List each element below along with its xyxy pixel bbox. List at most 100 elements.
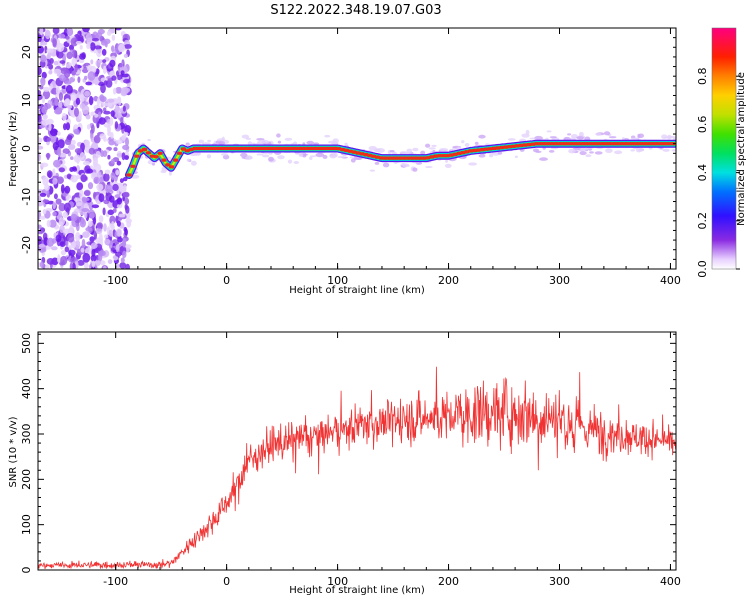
- peak-cell: [596, 142, 602, 146]
- spectral-halo: [186, 158, 191, 162]
- noise-speckle: [55, 198, 62, 205]
- peak-cell: [200, 146, 206, 151]
- x-tick-label: -100: [103, 274, 128, 287]
- spectral-halo: [315, 152, 325, 158]
- noise-speckle: [107, 209, 115, 216]
- spectral-halo: [425, 166, 433, 168]
- spectral-halo: [306, 140, 315, 145]
- noise-speckle: [102, 59, 107, 63]
- peak-cell: [600, 142, 606, 146]
- noise-speckle: [116, 229, 122, 237]
- spectral-halo: [268, 156, 274, 162]
- noise-speckle: [91, 204, 100, 209]
- noise-speckle: [116, 220, 121, 227]
- noise-speckle: [38, 34, 42, 43]
- x-tick-label: 200: [438, 575, 459, 588]
- noise-speckle: [97, 81, 105, 86]
- spectral-halo: [261, 139, 270, 144]
- peak-cell: [592, 142, 598, 146]
- noise-speckle: [108, 229, 114, 237]
- noise-speckle: [38, 109, 41, 116]
- spectral-halo: [579, 151, 587, 156]
- noise-speckle: [38, 195, 41, 202]
- noise-speckle: [71, 241, 76, 249]
- spectral-halo: [614, 150, 623, 155]
- spectral-halo: [534, 135, 543, 141]
- noise-speckle: [78, 94, 83, 100]
- noise-speckle: [116, 160, 122, 166]
- noise-speckle: [76, 182, 84, 191]
- peak-cell: [130, 164, 136, 168]
- noise-speckle: [70, 213, 78, 222]
- noise-speckle: [97, 111, 102, 117]
- y-tick-label: 500: [20, 333, 33, 354]
- noise-speckle: [96, 97, 100, 107]
- noise-speckle: [125, 263, 130, 269]
- noise-speckle: [40, 54, 47, 63]
- spectral-halo: [444, 163, 452, 168]
- noise-speckle: [96, 199, 101, 205]
- noise-speckle: [90, 254, 97, 262]
- noise-speckle: [102, 102, 109, 107]
- noise-speckle: [70, 139, 76, 145]
- x-tick-label: 400: [660, 274, 681, 287]
- spectral-halo: [240, 152, 248, 158]
- noise-speckle: [46, 48, 54, 53]
- peak-cell: [223, 146, 229, 151]
- noise-speckle: [46, 237, 55, 247]
- noise-speckle: [103, 223, 107, 232]
- peak-cell: [538, 142, 544, 146]
- y-tick-label: 200: [20, 469, 33, 490]
- noise-speckle: [77, 259, 85, 266]
- noise-speckle: [57, 139, 65, 149]
- spectral-halo: [445, 159, 449, 163]
- noise-speckle: [78, 34, 84, 41]
- peak-cell: [642, 142, 649, 146]
- peak-cell: [289, 146, 295, 151]
- noise-speckle: [102, 65, 107, 74]
- noise-speckle: [115, 244, 120, 253]
- noise-speckle: [64, 80, 72, 85]
- noise-speckle: [123, 53, 128, 59]
- spectral-halo: [425, 143, 431, 148]
- colorbar-tick-label: 0.4: [696, 164, 709, 182]
- spectral-halo: [667, 135, 676, 139]
- noise-speckle: [116, 197, 123, 205]
- noise-speckle: [64, 246, 70, 253]
- spectral-halo: [373, 148, 381, 152]
- peak-cell: [285, 146, 291, 151]
- spectral-halo: [478, 134, 486, 139]
- noise-speckle: [106, 98, 115, 103]
- spectral-halo: [637, 133, 641, 139]
- noise-speckle: [44, 184, 50, 191]
- snr-series-line: [38, 366, 676, 570]
- noise-speckle: [64, 185, 71, 194]
- peak-cell: [173, 158, 179, 162]
- y-tick-label: -10: [20, 188, 33, 206]
- noise-speckle: [95, 150, 101, 158]
- spectral-halo: [595, 132, 602, 136]
- noise-speckle: [118, 213, 126, 218]
- noise-speckle: [91, 37, 100, 42]
- spectral-halo: [166, 156, 171, 159]
- noise-speckle: [107, 259, 113, 264]
- noise-speckle: [80, 174, 88, 183]
- noise-speckle: [103, 80, 108, 86]
- spectral-halo: [147, 138, 151, 142]
- noise-speckle: [95, 227, 103, 235]
- peak-cell: [576, 142, 583, 146]
- x-tick-label: 100: [327, 274, 348, 287]
- noise-speckle: [65, 98, 71, 106]
- noise-speckle: [69, 167, 74, 172]
- spectral-halo: [293, 161, 300, 164]
- peak-cell: [157, 151, 163, 155]
- noise-speckle: [79, 103, 86, 109]
- peak-cell: [242, 146, 249, 151]
- y-tick-label: 100: [20, 514, 33, 535]
- noise-speckle: [120, 70, 125, 76]
- noise-speckle: [64, 138, 72, 145]
- peak-cell: [650, 142, 656, 146]
- peak-cell: [250, 146, 256, 151]
- peak-cell: [235, 146, 241, 151]
- spectral-halo: [585, 154, 592, 158]
